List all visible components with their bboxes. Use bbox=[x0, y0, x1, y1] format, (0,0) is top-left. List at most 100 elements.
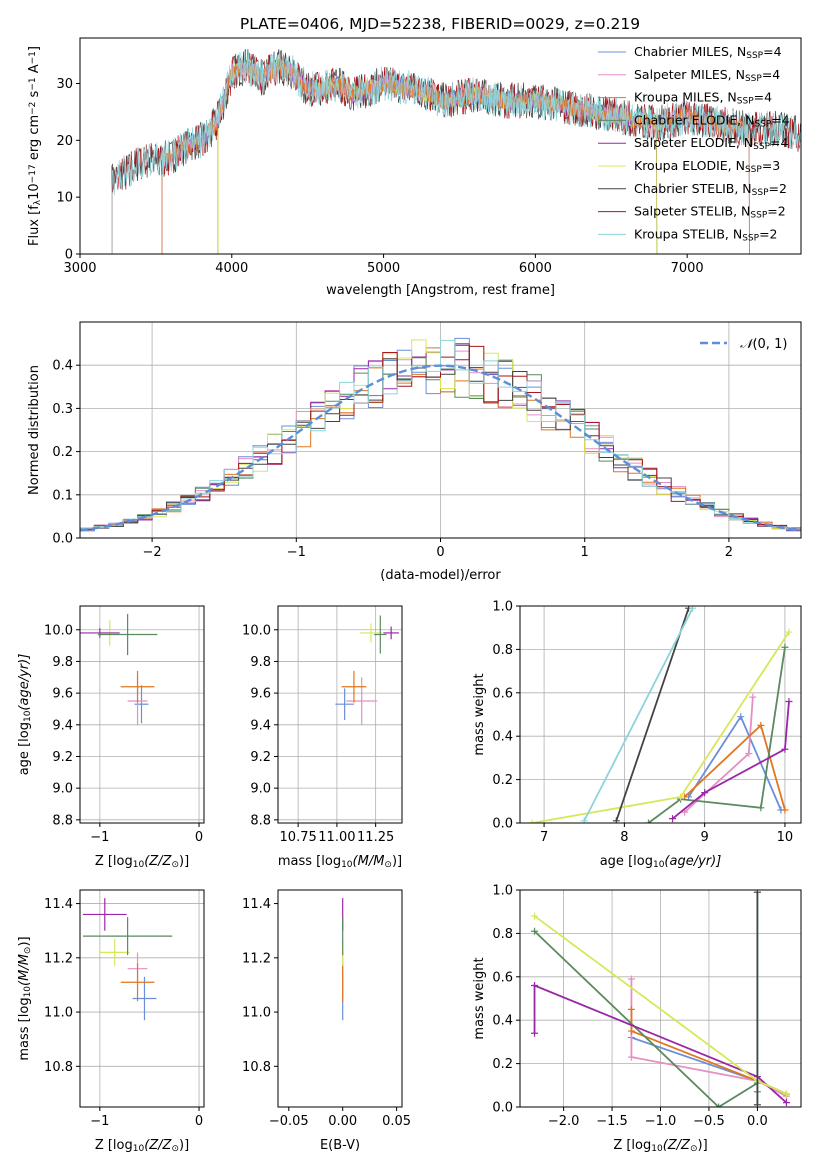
y-tick-label: 11.0 bbox=[44, 1006, 73, 1021]
label-part: age [log bbox=[600, 854, 653, 869]
x-tick-label: −0.5 bbox=[693, 1114, 725, 1129]
superscript: −1 bbox=[28, 77, 38, 90]
y-tick-label: 10.0 bbox=[242, 623, 271, 638]
gaussian-curve bbox=[80, 364, 799, 532]
series-salpeter-elodie-marker bbox=[785, 697, 793, 705]
axes-border bbox=[277, 605, 403, 824]
y-axis-label: Normed distribution bbox=[27, 365, 42, 495]
label-part: (Z/Z bbox=[144, 854, 172, 869]
y-tick-label: 0.4 bbox=[52, 359, 73, 374]
label-part: Z [log bbox=[95, 854, 133, 869]
label-part: Chabrier STELIB, N bbox=[634, 181, 752, 196]
y-tick-label: 9.0 bbox=[250, 782, 271, 797]
series-chabrier-elodie-marker bbox=[757, 804, 765, 812]
x-tick-label: 0.0 bbox=[747, 1114, 768, 1129]
subscript: 10 bbox=[23, 986, 33, 998]
axes-frame: −1 08.89.09.29.49.69.810.0Z [log10(Z/Z⊙)]… bbox=[17, 605, 205, 870]
y-tick-label: 0.6 bbox=[492, 686, 513, 701]
subscript: SSP bbox=[745, 74, 762, 84]
y-tick-label: 8.8 bbox=[52, 813, 73, 828]
legend-label: Chabrier STELIB, NSSP=2 bbox=[634, 181, 787, 198]
y-tick-label: 0.8 bbox=[492, 643, 513, 658]
x-tick-label: 9 bbox=[701, 830, 709, 845]
series-salpeter-elodie bbox=[533, 984, 788, 1104]
subscript: ⊙ bbox=[384, 860, 392, 870]
superscript: −2 bbox=[28, 102, 38, 115]
subscript: SSP bbox=[746, 51, 763, 61]
y-tick-label: 0.2 bbox=[52, 445, 73, 460]
x-tick-label: 0.00 bbox=[328, 1114, 357, 1129]
y-tick-label: 9.4 bbox=[250, 718, 271, 733]
axes-border bbox=[79, 37, 802, 255]
y-tick-label: 11.2 bbox=[44, 951, 73, 966]
label-part: =4 bbox=[762, 67, 780, 82]
label-part: Kroupa MILES, N bbox=[634, 90, 737, 105]
y-tick-label: 9.6 bbox=[52, 687, 73, 702]
y-tick-label: 9.8 bbox=[52, 655, 73, 670]
label-part: (age/yr)] bbox=[17, 654, 32, 711]
y-tick-label: 11.4 bbox=[242, 897, 271, 912]
x-tick-label: 10 bbox=[777, 830, 794, 845]
y-axis-label: age [log10(age/yr)] bbox=[17, 654, 33, 776]
legend-label: Salpeter ELODIE, NSSP=4 bbox=[634, 135, 789, 152]
label-part: age [log bbox=[17, 722, 32, 775]
subscript: SSP bbox=[745, 165, 762, 175]
y-tick-label: 0 bbox=[65, 248, 73, 263]
y-tick-label: 11.0 bbox=[242, 1006, 271, 1021]
label-part: Z [log bbox=[613, 1138, 651, 1153]
label-part: )] bbox=[392, 854, 402, 869]
y-tick-label: 11.2 bbox=[242, 951, 271, 966]
y-axis-label: mass [log10(M/M⊙)] bbox=[17, 936, 33, 1060]
series-chabrier-elodie-marker bbox=[781, 643, 789, 651]
x-axis-label: Z [log10(Z/Z⊙)] bbox=[613, 1138, 707, 1154]
series-chabrier-elodie-marker bbox=[715, 1103, 723, 1107]
y-tick-label: 9.2 bbox=[250, 750, 271, 765]
axes-border bbox=[277, 889, 403, 1108]
y-tick-label: 0.8 bbox=[492, 927, 513, 942]
legend-label: Salpeter STELIB, NSSP=2 bbox=[634, 204, 786, 221]
y-tick-label: 9.6 bbox=[250, 687, 271, 702]
y-tick-label: 11.4 bbox=[44, 897, 73, 912]
y-tick-label: 20 bbox=[56, 134, 73, 149]
x-tick-label: 10.75 bbox=[280, 830, 317, 845]
x-tick-label: 0 bbox=[195, 830, 203, 845]
label-part: (Z/Z bbox=[663, 1138, 691, 1153]
y-tick-label: 10.0 bbox=[44, 623, 73, 638]
axes-frame: 10.75 11.00 11.25 8.8 9.0 9.2 9.4 9.6 9.8 10.0 mas… bbox=[242, 605, 403, 870]
x-tick-label: −2 bbox=[143, 545, 162, 560]
series-salpeter-elodie bbox=[671, 701, 790, 820]
label-part: 10 bbox=[27, 183, 42, 200]
subscript: λ bbox=[33, 199, 43, 205]
series-salpeter-elodie-marker bbox=[669, 815, 677, 823]
y-axis-label: mass weight bbox=[472, 673, 487, 755]
y-tick-label: 9.0 bbox=[52, 782, 73, 797]
legend-label: Salpeter MILES, NSSP=4 bbox=[634, 67, 780, 84]
series-kroupa-elodie-marker bbox=[528, 819, 536, 823]
x-tick-label: −1 bbox=[90, 830, 109, 845]
y-tick-label: 0.3 bbox=[52, 402, 73, 417]
y-tick-label: 9.8 bbox=[250, 655, 271, 670]
series-salpeter-miles-marker bbox=[627, 1053, 635, 1061]
plot-area bbox=[528, 606, 793, 823]
label-part: =4 bbox=[754, 90, 772, 105]
series-kroupa-elodie-marker bbox=[531, 912, 539, 920]
series-salpeter-miles-marker bbox=[749, 693, 757, 701]
label-part: Salpeter MILES, N bbox=[634, 67, 745, 82]
label-part: Kroupa ELODIE, N bbox=[634, 158, 745, 173]
subscript: 10 bbox=[651, 1144, 663, 1154]
label-part: erg cm bbox=[27, 115, 42, 164]
y-tick-label: 10.8 bbox=[242, 1060, 271, 1075]
label-part: Chabrier ELODIE, N bbox=[634, 112, 754, 127]
x-axis-label: wavelength [Angstrom, rest frame] bbox=[326, 283, 555, 298]
subscript: ⊙ bbox=[171, 860, 179, 870]
x-tick-label: 7 bbox=[540, 830, 548, 845]
subscript: SSP bbox=[754, 120, 771, 130]
y-tick-label: 0.2 bbox=[492, 773, 513, 788]
x-axis-label: (data-model)/error bbox=[380, 568, 501, 583]
series-kroupa-stelib-marker bbox=[689, 606, 697, 612]
label-part: s bbox=[27, 90, 42, 101]
series-kroupa-stelib bbox=[583, 607, 694, 822]
series-chabrier-stelib-marker bbox=[753, 890, 761, 896]
